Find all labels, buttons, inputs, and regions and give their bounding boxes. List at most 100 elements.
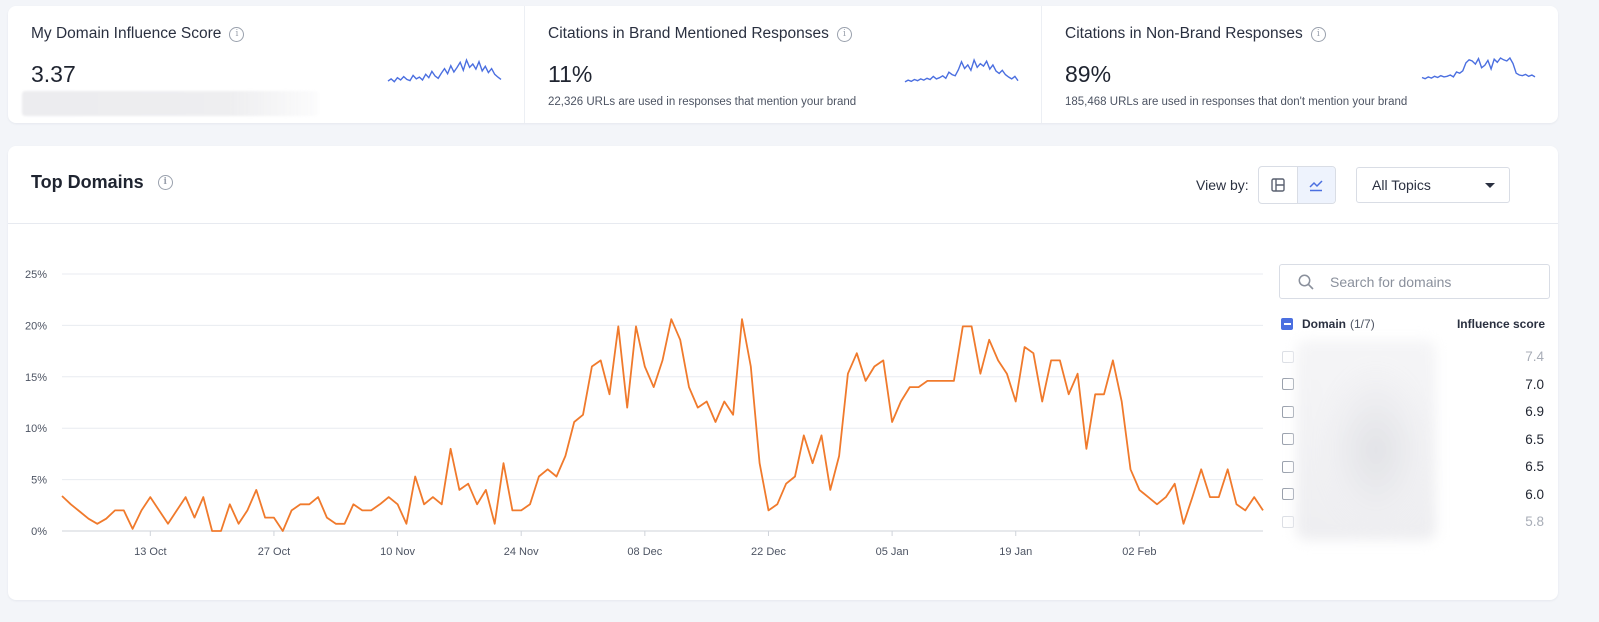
domain-search-box[interactable] — [1279, 264, 1550, 299]
data-point[interactable] — [704, 399, 710, 405]
data-point[interactable] — [721, 399, 727, 405]
data-point[interactable] — [1004, 371, 1010, 377]
data-point[interactable] — [995, 357, 1001, 363]
data-point[interactable] — [668, 316, 674, 322]
data-point[interactable] — [324, 515, 330, 521]
data-point[interactable] — [315, 494, 321, 500]
data-point[interactable] — [1101, 391, 1107, 397]
data-point[interactable] — [845, 371, 851, 377]
data-point[interactable] — [456, 487, 462, 493]
data-point[interactable] — [827, 487, 833, 493]
data-point[interactable] — [783, 481, 789, 487]
data-point[interactable] — [1242, 507, 1248, 513]
data-point[interactable] — [156, 507, 162, 513]
data-point[interactable] — [677, 337, 683, 343]
data-point[interactable] — [977, 371, 983, 377]
data-point[interactable] — [1181, 521, 1187, 527]
domain-checkbox[interactable] — [1282, 460, 1294, 473]
data-point[interactable] — [1154, 501, 1160, 507]
data-point[interactable] — [165, 521, 171, 527]
data-point[interactable] — [1030, 350, 1036, 356]
domain-row[interactable]: 5.8 — [1282, 508, 1544, 536]
data-point[interactable] — [589, 364, 595, 370]
data-point[interactable] — [492, 521, 498, 527]
data-point[interactable] — [139, 507, 145, 513]
topics-select[interactable]: All Topics — [1356, 167, 1510, 203]
data-point[interactable] — [395, 501, 401, 507]
data-point[interactable] — [174, 507, 180, 513]
data-point[interactable] — [1251, 494, 1257, 500]
data-point[interactable] — [421, 501, 427, 507]
data-point[interactable] — [889, 419, 895, 425]
data-point[interactable] — [660, 357, 666, 363]
data-point[interactable] — [94, 521, 100, 527]
data-point[interactable] — [1225, 466, 1231, 472]
domain-checkbox[interactable] — [1282, 488, 1294, 501]
data-point[interactable] — [1110, 357, 1116, 363]
domain-checkbox[interactable] — [1282, 378, 1294, 391]
data-point[interactable] — [748, 364, 754, 370]
data-point[interactable] — [1207, 494, 1213, 500]
data-point[interactable] — [1234, 501, 1240, 507]
data-point[interactable] — [112, 507, 118, 513]
data-point[interactable] — [713, 419, 719, 425]
data-point[interactable] — [562, 453, 568, 459]
data-point[interactable] — [580, 412, 586, 418]
domain-checkbox[interactable] — [1282, 350, 1294, 363]
data-point[interactable] — [1048, 357, 1054, 363]
data-point[interactable] — [810, 460, 816, 466]
data-point[interactable] — [739, 316, 745, 322]
data-point[interactable] — [1163, 494, 1169, 500]
data-point[interactable] — [1145, 494, 1151, 500]
select-all-checkbox[interactable] — [1281, 318, 1293, 330]
data-point[interactable] — [863, 378, 869, 384]
data-point[interactable] — [607, 391, 613, 397]
data-point[interactable] — [218, 528, 224, 534]
data-point[interactable] — [253, 487, 259, 493]
data-point[interactable] — [183, 494, 189, 500]
data-point[interactable] — [289, 507, 295, 513]
data-point[interactable] — [554, 474, 560, 480]
info-icon[interactable]: i — [157, 175, 173, 190]
data-point[interactable] — [624, 405, 630, 411]
data-point[interactable] — [130, 526, 136, 532]
data-point[interactable] — [633, 323, 639, 329]
data-point[interactable] — [368, 507, 374, 513]
data-point[interactable] — [924, 378, 930, 384]
data-point[interactable] — [871, 364, 877, 370]
data-point[interactable] — [518, 507, 524, 513]
info-icon[interactable]: i — [229, 26, 245, 42]
data-point[interactable] — [227, 501, 233, 507]
data-point[interactable] — [1075, 371, 1081, 377]
data-point[interactable] — [403, 521, 409, 527]
data-point[interactable] — [121, 507, 127, 513]
data-point[interactable] — [854, 350, 860, 356]
data-point[interactable] — [942, 378, 948, 384]
data-point[interactable] — [448, 446, 454, 452]
domain-checkbox[interactable] — [1282, 515, 1294, 528]
data-point[interactable] — [951, 378, 957, 384]
info-icon[interactable]: i — [1310, 26, 1326, 42]
table-view-button[interactable] — [1259, 167, 1297, 203]
data-point[interactable] — [819, 432, 825, 438]
data-point[interactable] — [615, 323, 621, 329]
data-point[interactable] — [501, 460, 507, 466]
data-point[interactable] — [439, 501, 445, 507]
data-point[interactable] — [377, 501, 383, 507]
data-point[interactable] — [907, 384, 913, 390]
data-point[interactable] — [651, 384, 657, 390]
chart-view-button[interactable] — [1296, 167, 1335, 203]
data-point[interactable] — [1216, 494, 1222, 500]
data-point[interactable] — [1260, 507, 1266, 513]
data-point[interactable] — [77, 509, 83, 515]
domain-row[interactable]: 7.4 — [1282, 343, 1544, 371]
data-point[interactable] — [68, 501, 74, 507]
data-point[interactable] — [686, 384, 692, 390]
data-point[interactable] — [960, 323, 966, 329]
data-point[interactable] — [757, 460, 763, 466]
data-point[interactable] — [350, 501, 356, 507]
data-point[interactable] — [1119, 399, 1125, 405]
data-point[interactable] — [1172, 481, 1178, 487]
data-point[interactable] — [465, 481, 471, 487]
data-point[interactable] — [695, 405, 701, 411]
